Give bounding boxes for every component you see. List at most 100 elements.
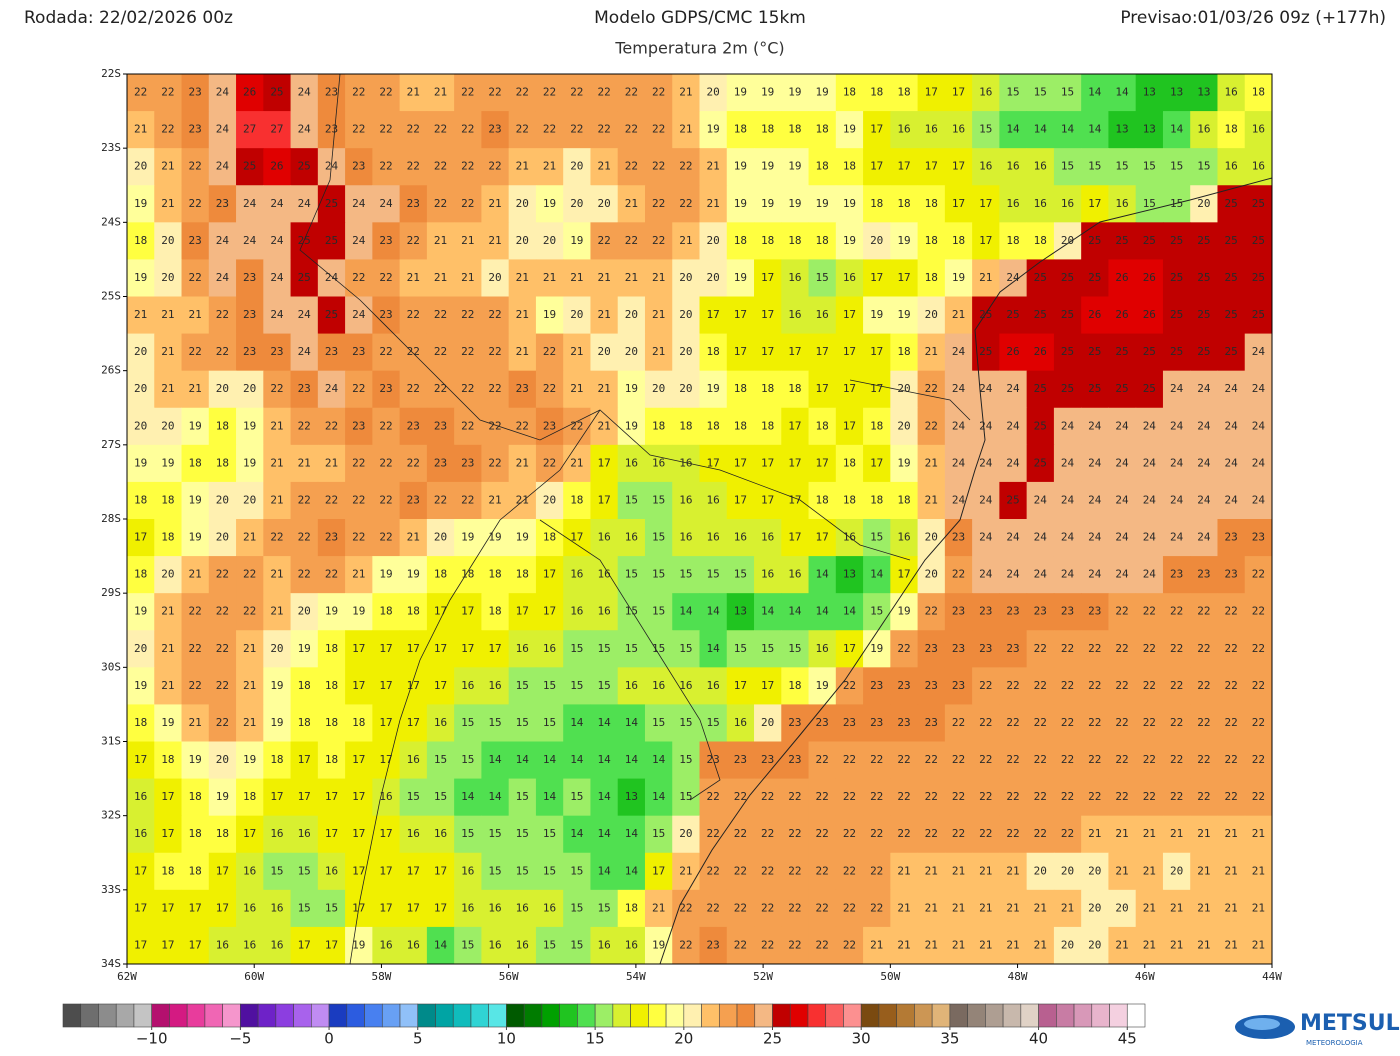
temp-cell xyxy=(944,889,973,928)
temp-value: 23 xyxy=(379,308,392,321)
temp-cell xyxy=(890,926,919,965)
temp-cell xyxy=(208,593,237,631)
temp-cell xyxy=(535,74,564,112)
temp-cell xyxy=(154,444,183,483)
temp-value: 24 xyxy=(1252,456,1266,469)
temp-cell xyxy=(317,741,346,780)
temp-cell xyxy=(699,185,728,223)
temp-cell xyxy=(754,259,782,297)
temp-cell xyxy=(808,556,837,594)
temp-cell xyxy=(644,444,673,483)
temp-value: 22 xyxy=(1197,716,1210,729)
temp-cell xyxy=(890,481,919,520)
logo: METSUL METEOROLOGIA xyxy=(1235,1011,1400,1047)
temp-value: 22 xyxy=(1061,827,1074,840)
temp-cell xyxy=(208,481,237,520)
temp-cell xyxy=(535,815,564,854)
temp-cell xyxy=(426,185,455,223)
temp-value: 22 xyxy=(625,234,638,247)
temp-cell xyxy=(481,815,510,854)
temp-value: 13 xyxy=(734,605,747,618)
temp-value: 23 xyxy=(788,716,801,729)
temp-value: 22 xyxy=(925,382,938,395)
temp-value: 19 xyxy=(734,86,747,99)
temp-cell xyxy=(1108,667,1137,705)
temp-cell xyxy=(944,370,973,409)
temp-value: 22 xyxy=(298,419,311,432)
temp-cell xyxy=(617,222,646,260)
temp-cell xyxy=(263,185,292,223)
temp-value: 19 xyxy=(543,197,556,210)
temp-value: 23 xyxy=(516,382,529,395)
temp-value: 23 xyxy=(352,160,365,173)
temp-cell xyxy=(863,481,891,520)
temp-cell xyxy=(372,852,401,891)
temp-value: 18 xyxy=(843,456,856,469)
temp-cell xyxy=(208,852,237,891)
temp-cell xyxy=(644,185,673,223)
temp-value: 17 xyxy=(407,679,420,692)
temp-value: 25 xyxy=(979,345,992,358)
temp-cell xyxy=(127,481,155,520)
temp-value: 19 xyxy=(870,642,883,655)
temp-value: 22 xyxy=(216,716,229,729)
temp-cell xyxy=(617,74,646,112)
colorbar-box xyxy=(559,1003,578,1028)
temp-cell xyxy=(454,148,482,186)
temp-value: 19 xyxy=(298,642,311,655)
temp-cell xyxy=(317,333,346,372)
logo-tagline: METEOROLOGIA xyxy=(1306,1039,1363,1047)
temp-cell xyxy=(1026,593,1055,631)
temp-cell xyxy=(672,444,700,483)
temp-value: 15 xyxy=(1061,86,1074,99)
temp-value: 18 xyxy=(488,605,501,618)
temp-cell xyxy=(863,593,891,631)
temp-value: 24 xyxy=(298,345,312,358)
temp-value: 22 xyxy=(461,493,474,506)
temp-cell xyxy=(590,148,619,186)
temp-value: 21 xyxy=(134,308,147,321)
temp-value: 21 xyxy=(243,531,256,544)
temp-value: 22 xyxy=(189,197,202,210)
temp-cell xyxy=(1162,630,1191,668)
temp-cell xyxy=(426,296,455,335)
temp-value: 18 xyxy=(298,716,311,729)
temp-cell xyxy=(672,222,700,260)
temp-cell xyxy=(699,667,728,705)
temp-value: 18 xyxy=(161,864,174,877)
temp-value: 26 xyxy=(1143,271,1156,284)
temp-cell xyxy=(1135,222,1164,260)
temp-value: 19 xyxy=(761,197,774,210)
temp-value: 24 xyxy=(952,419,966,432)
temp-cell xyxy=(1244,815,1273,854)
temp-cell xyxy=(236,741,264,780)
temp-value: 24 xyxy=(1170,456,1184,469)
temp-value: 21 xyxy=(1143,864,1156,877)
temp-value: 16 xyxy=(1224,86,1237,99)
temp-value: 18 xyxy=(216,827,229,840)
temp-cell xyxy=(726,630,755,668)
temp-value: 18 xyxy=(761,234,774,247)
colorbar-box xyxy=(612,1003,631,1028)
temp-cell xyxy=(890,889,919,928)
temp-value: 21 xyxy=(597,382,610,395)
temp-cell xyxy=(644,741,673,780)
colorbar-box xyxy=(417,1003,436,1028)
temp-cell xyxy=(617,519,646,557)
temp-value: 25 xyxy=(1252,271,1265,284)
colorbar-box xyxy=(1002,1003,1022,1028)
temp-cell xyxy=(399,519,428,557)
temp-cell xyxy=(1162,259,1191,297)
temp-cell xyxy=(781,519,810,557)
temp-cell xyxy=(181,148,210,186)
temp-value: 17 xyxy=(897,160,910,173)
temp-value: 24 xyxy=(352,234,366,247)
temp-cell xyxy=(1217,815,1246,854)
temp-value: 20 xyxy=(570,160,583,173)
temp-value: 21 xyxy=(488,197,501,210)
temp-cell xyxy=(317,296,346,335)
temp-cell xyxy=(644,852,673,891)
temp-cell xyxy=(263,370,292,409)
temp-cell xyxy=(1190,296,1218,335)
temp-value: 18 xyxy=(788,679,801,692)
